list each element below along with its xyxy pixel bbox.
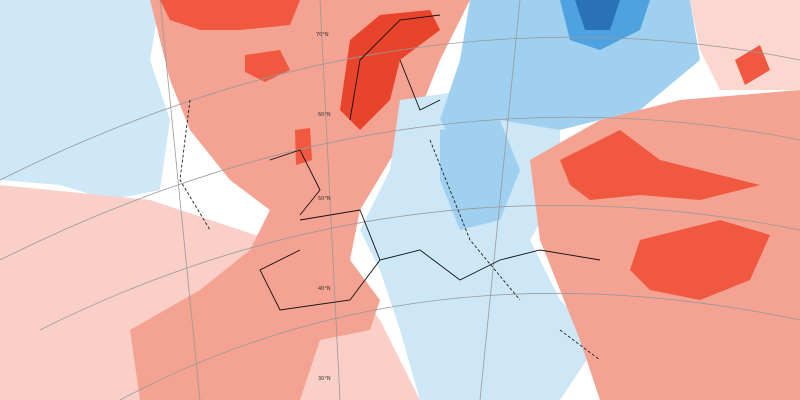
positive-anomaly-strong [295, 128, 312, 165]
coastline [259, 14, 601, 311]
graticule-label: 60°N [318, 112, 331, 118]
graticule [0, 116, 800, 261]
negative-anomaly-strongest [575, 0, 620, 30]
positive-anomaly-strong [735, 45, 770, 85]
graticule [159, 0, 201, 400]
positive-anomaly-strong [160, 0, 300, 30]
graticule-label: 30°N [318, 376, 331, 382]
positive-anomaly-strong [245, 50, 290, 82]
negative-anomaly-medium [440, 0, 700, 150]
graticule [0, 36, 800, 181]
positive-anomaly-strong [560, 130, 760, 200]
positive-anomaly-strong [630, 220, 770, 300]
graticule-label: 70°N [316, 32, 329, 38]
graticule-label: 40°N [318, 286, 331, 292]
positive-anomaly-strong [340, 10, 440, 130]
graticule [479, 0, 521, 400]
graticule [119, 292, 800, 400]
positive-anomaly-light [690, 0, 800, 90]
significance-contour [179, 99, 601, 361]
graticule [319, 0, 341, 400]
negative-anomaly-light [0, 0, 170, 200]
graticule [39, 204, 800, 331]
graticule-label: 50°N [318, 196, 331, 202]
